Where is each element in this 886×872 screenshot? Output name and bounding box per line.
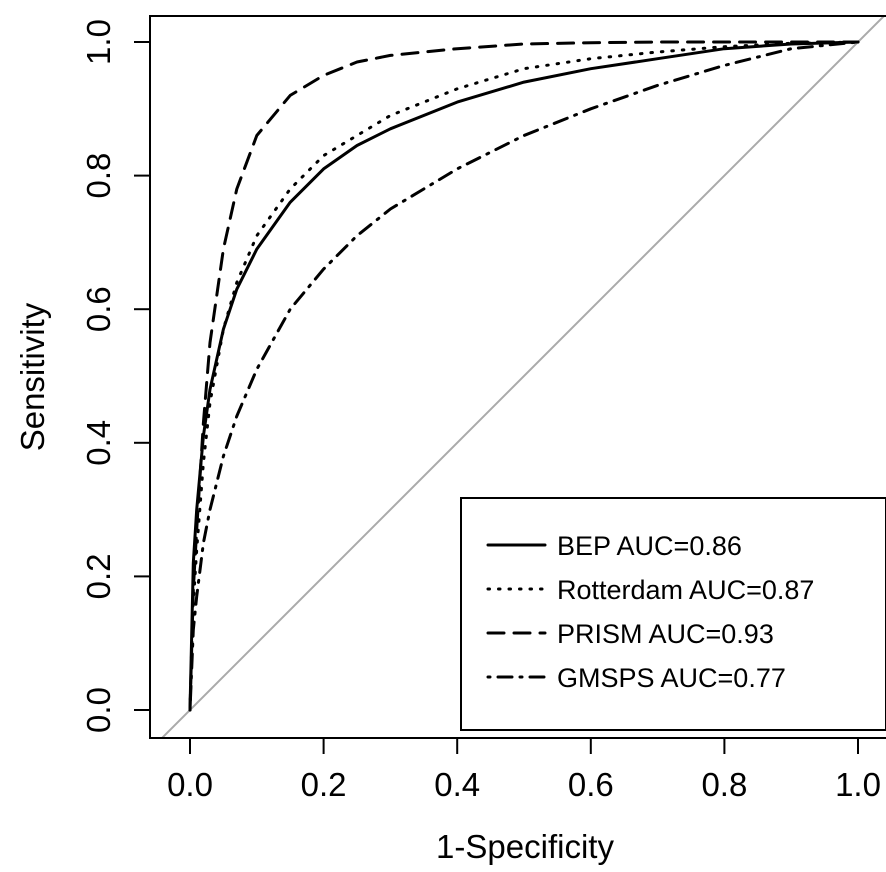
legend-label-1: Rotterdam AUC=0.87 [557,575,814,605]
y-axis: 0.0 0.2 0.4 0.6 0.8 1.0 [80,19,151,733]
legend-box [460,497,886,731]
y-tick-label: 0.0 [80,687,117,733]
legend-label-2: PRISM AUC=0.93 [557,619,774,649]
y-tick-label: 1.0 [80,19,117,65]
y-axis-label: Sensitivity [14,302,51,451]
reference-line [160,16,886,738]
series-layer [188,40,860,712]
x-axis-label: 1-Specificity [436,828,614,865]
y-tick-label: 0.6 [80,286,117,332]
x-tick-label: 0.6 [568,766,614,803]
reference-diagonal [160,16,886,738]
x-axis: 0.0 0.2 0.4 0.6 0.8 1.0 [167,737,881,803]
series-line-2 [188,40,860,712]
legend-label-0: BEP AUC=0.86 [557,531,742,561]
series-line-3 [188,40,860,712]
x-tick-label: 0.2 [301,766,347,803]
x-tick-label: 1.0 [835,766,881,803]
x-tick-label: 0.0 [167,766,213,803]
x-tick-label: 0.8 [701,766,747,803]
y-tick-label: 0.2 [80,553,117,599]
series-line-1 [188,40,860,712]
y-tick-label: 0.8 [80,153,117,199]
legend-label-3: GMSPS AUC=0.77 [557,663,786,693]
x-tick-label: 0.4 [434,766,480,803]
legend: BEP AUC=0.86 Rotterdam AUC=0.87 PRISM AUC=… [460,497,886,731]
y-tick-label: 0.4 [80,420,117,466]
